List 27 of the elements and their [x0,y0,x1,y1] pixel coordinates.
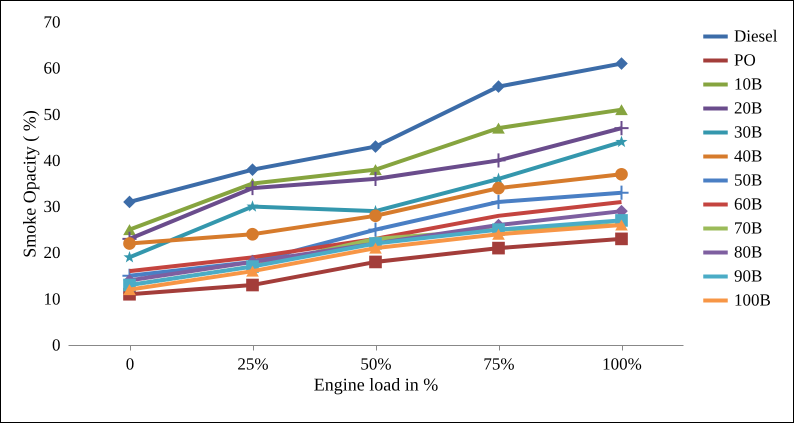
legend-label: 40B [734,146,762,166]
y-tick-label: 70 [44,12,60,32]
y-tick-label: 60 [44,58,60,78]
y-tick-label: 40 [44,150,60,170]
legend-label: 70B [734,218,762,238]
legend-label: Diesel [734,26,778,46]
legend-label: 30B [734,122,762,142]
y-tick-label: 20 [44,243,60,262]
x-tick-label: 100% [602,354,642,374]
x-tick-label: 25% [237,354,269,374]
legend-label: 90B [734,266,762,286]
x-tick-label: 75% [483,354,515,374]
y-tick-label: 10 [44,289,60,308]
legend-label: 20B [734,98,762,118]
y-tick-label: 30 [44,197,60,216]
x-axis-title: Engine load in % [314,374,438,394]
y-tick-label: 50 [44,104,60,124]
x-tick-label: 50% [360,354,392,374]
legend-label: 50B [734,170,762,190]
legend-label: 10B [734,74,762,94]
legend-label: 100B [734,290,771,310]
legend-label: PO [734,50,756,70]
x-tick-label: 0 [126,354,134,374]
y-axis-title: Smoke Opacity ( %) [20,110,40,258]
legend-label: 60B [734,194,762,214]
legend-label: 80B [734,242,762,262]
y-tick-label: 0 [52,336,60,354]
